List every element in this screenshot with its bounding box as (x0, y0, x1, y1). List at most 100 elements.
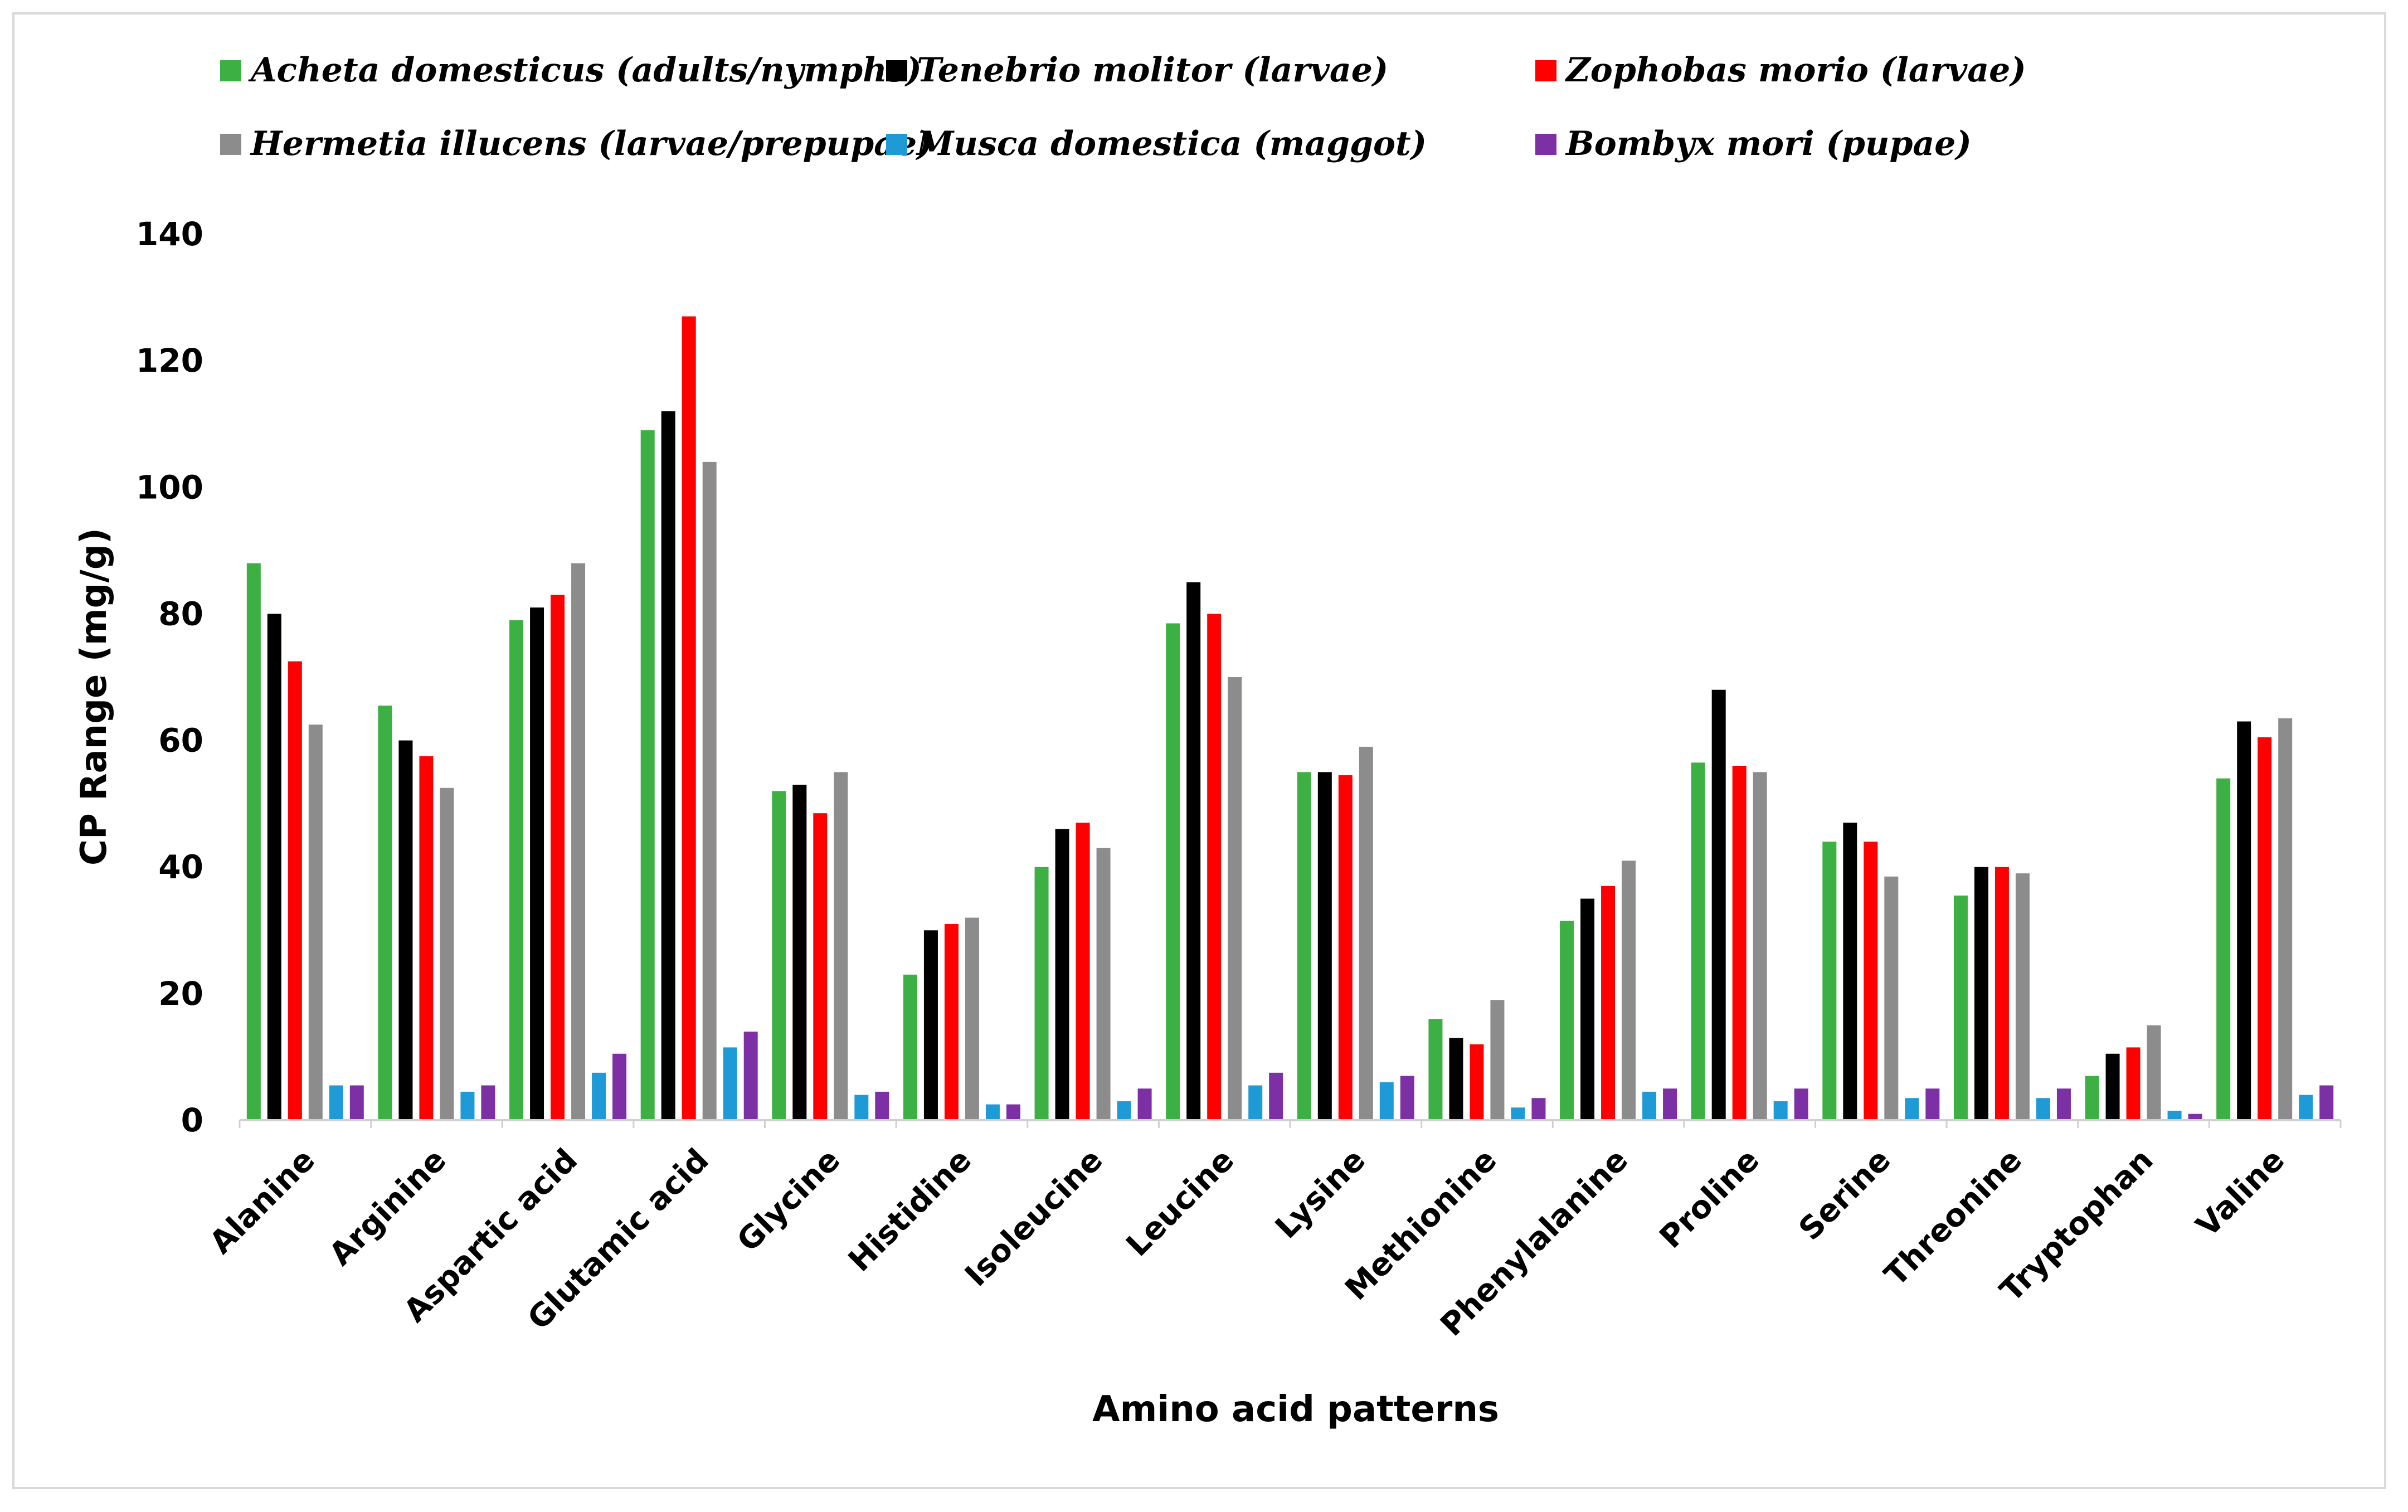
y-axis-title: CP Range (mg/g) (74, 528, 115, 866)
bar-methionine-bombyx (1531, 1098, 1546, 1120)
x-tick-label: Histidine (841, 1142, 979, 1279)
bar-tryptophan-zophobas (2126, 1047, 2141, 1120)
bar-arginine-hermetia (440, 787, 454, 1120)
bar-glutamic-acid-tenebrio (661, 411, 675, 1120)
bar-isoleucine-zophobas (1076, 823, 1090, 1120)
bar-glycine-acheta (772, 791, 786, 1120)
bar-alanine-bombyx (349, 1085, 364, 1120)
bar-proline-acheta (1691, 762, 1705, 1120)
bar-isoleucine-tenebrio (1055, 829, 1069, 1120)
bar-tryptophan-bombyx (2188, 1114, 2202, 1120)
bar-threonine-tenebrio (1974, 867, 1988, 1120)
bar-isoleucine-acheta (1034, 867, 1049, 1120)
bar-valine-zophobas (2258, 737, 2272, 1120)
x-tick-label: Lysine (1268, 1142, 1373, 1246)
bar-proline-zophobas (1732, 766, 1747, 1120)
bar-lysine-hermetia (1359, 746, 1373, 1120)
bar-valine-acheta (2216, 778, 2231, 1120)
bar-phenylalanine-zophobas (1601, 886, 1616, 1120)
bar-phenylalanine-acheta (1560, 921, 1574, 1120)
bar-histidine-zophobas (944, 923, 959, 1120)
bar-aspartic-acid-tenebrio (530, 607, 544, 1120)
bar-phenylalanine-musca (1642, 1091, 1657, 1120)
legend: Acheta domesticus (adults/nymphs)Tenebri… (220, 51, 2026, 163)
bar-leucine-hermetia (1228, 677, 1242, 1120)
bar-histidine-acheta (903, 974, 917, 1120)
bar-arginine-tenebrio (398, 740, 413, 1120)
bar-proline-musca (1773, 1101, 1788, 1120)
bar-serine-bombyx (1925, 1088, 1940, 1120)
bar-leucine-musca (1248, 1085, 1263, 1120)
bar-alanine-zophobas (288, 661, 302, 1120)
bar-valine-musca (2299, 1095, 2313, 1120)
bar-proline-hermetia (1753, 772, 1767, 1120)
x-tick-label: Valine (2190, 1142, 2292, 1244)
legend-label-hermetia: Hermetia illucens (larvae/prepupae) (250, 124, 933, 163)
bar-glutamic-acid-hermetia (702, 461, 717, 1120)
bar-phenylalanine-bombyx (1663, 1088, 1677, 1120)
bar-aspartic-acid-musca (592, 1072, 606, 1120)
bar-tryptophan-tenebrio (2105, 1053, 2120, 1120)
y-tick-label: 140 (136, 215, 203, 253)
legend-label-tenebrio: Tenebrio molitor (larvae) (917, 51, 1388, 90)
bar-methionine-hermetia (1490, 1000, 1505, 1120)
y-tick-label: 120 (136, 342, 203, 380)
y-axis: 0 20 40 60 80 100 120 140 (136, 215, 203, 1139)
bar-phenylalanine-tenebrio (1580, 898, 1595, 1120)
bar-alanine-musca (329, 1085, 343, 1120)
bar-methionine-musca (1511, 1107, 1525, 1120)
x-tick-label: Alanine (203, 1142, 322, 1261)
bar-serine-musca (1905, 1098, 1919, 1120)
bar-glycine-bombyx (875, 1091, 889, 1120)
y-tick-label: 20 (158, 975, 203, 1013)
bar-glutamic-acid-acheta (640, 430, 655, 1120)
bar-histidine-tenebrio (923, 930, 938, 1120)
bar-threonine-bombyx (2056, 1088, 2071, 1120)
legend-swatch-musca (886, 134, 907, 155)
bar-histidine-hermetia (965, 917, 979, 1120)
bar-histidine-bombyx (1006, 1104, 1020, 1120)
bar-isoleucine-hermetia (1096, 848, 1111, 1120)
bar-tryptophan-acheta (2085, 1076, 2099, 1120)
bar-valine-bombyx (2319, 1085, 2334, 1120)
legend-swatch-zophobas (1535, 60, 1556, 81)
bar-proline-bombyx (1794, 1088, 1808, 1120)
x-tick-label: Isoleucine (958, 1142, 1110, 1294)
bar-lysine-tenebrio (1317, 772, 1332, 1120)
x-tick-label: Proline (1653, 1142, 1767, 1256)
bar-leucine-zophobas (1207, 614, 1222, 1120)
bar-lysine-bombyx (1400, 1076, 1414, 1120)
bar-isoleucine-musca (1117, 1101, 1131, 1120)
legend-label-bombyx: Bombyx mori (pupae) (1565, 124, 1972, 163)
bar-serine-hermetia (1884, 876, 1899, 1120)
x-tick-label: Arginine (322, 1142, 453, 1273)
bar-phenylalanine-hermetia (1622, 860, 1636, 1120)
x-tick-label: Leucine (1120, 1142, 1241, 1263)
bar-isoleucine-bombyx (1137, 1088, 1152, 1120)
bar-arginine-acheta (378, 706, 392, 1120)
bar-methionine-acheta (1428, 1019, 1443, 1120)
bar-tryptophan-musca (2167, 1110, 2182, 1120)
legend-swatch-acheta (220, 60, 241, 81)
legend-swatch-bombyx (1535, 134, 1556, 155)
bar-valine-hermetia (2278, 718, 2293, 1120)
bar-serine-acheta (1822, 842, 1837, 1120)
bar-arginine-zophobas (419, 756, 434, 1120)
x-axis-title: Amino acid patterns (1092, 1389, 1499, 1430)
bar-lysine-musca (1379, 1082, 1394, 1120)
y-tick-label: 0 (181, 1101, 203, 1139)
bar-methionine-zophobas (1470, 1044, 1484, 1120)
bar-serine-tenebrio (1843, 823, 1857, 1120)
x-tick-label: Glycine (730, 1142, 847, 1259)
bar-alanine-tenebrio (267, 614, 281, 1120)
legend-label-musca: Musca domestica (maggot) (916, 124, 1427, 163)
bar-aspartic-acid-acheta (509, 620, 524, 1120)
bars (246, 316, 2334, 1121)
bar-threonine-hermetia (2015, 873, 2030, 1120)
bar-leucine-tenebrio (1186, 582, 1201, 1120)
bar-tryptophan-hermetia (2147, 1025, 2161, 1120)
legend-swatch-tenebrio (886, 60, 907, 81)
bar-leucine-acheta (1166, 623, 1180, 1120)
